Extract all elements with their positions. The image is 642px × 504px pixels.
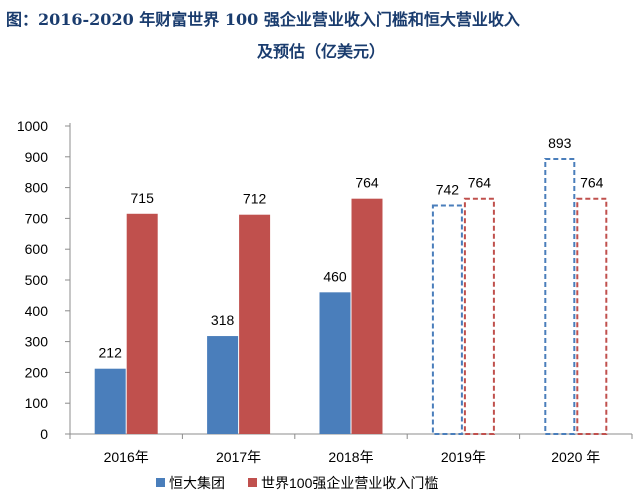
data-label: 764 <box>468 175 492 191</box>
x-tick-label: 2018年 <box>328 449 373 465</box>
bar <box>126 213 158 434</box>
bar <box>576 197 608 435</box>
bar <box>431 204 463 435</box>
bar <box>319 292 351 434</box>
x-tick-label: 2020 年 <box>551 449 600 465</box>
legend-label: 恒大集团 <box>169 475 225 491</box>
y-tick-label: 200 <box>25 364 49 380</box>
data-label: 212 <box>99 345 123 361</box>
y-tick-label: 0 <box>40 426 48 442</box>
y-tick-label: 900 <box>25 149 49 165</box>
data-label: 893 <box>548 135 572 151</box>
legend-label: 世界100强企业营业收入门槛 <box>261 475 438 491</box>
chart-title: 图：2016-2020 年财富世界 100 强企业营业收入门槛和恒大营业收入 及… <box>0 0 642 70</box>
legend-swatch <box>248 478 257 487</box>
y-tick-label: 500 <box>25 272 49 288</box>
x-tick-label: 2017年 <box>216 449 261 465</box>
y-tick-label: 700 <box>25 210 49 226</box>
bar <box>351 198 383 434</box>
legend-swatch <box>156 478 165 487</box>
bar <box>463 197 495 435</box>
y-tick-label: 1000 <box>17 118 48 134</box>
y-tick-label: 300 <box>25 334 49 350</box>
bar <box>207 336 239 434</box>
y-tick-label: 100 <box>25 395 49 411</box>
data-label: 318 <box>211 312 235 328</box>
data-label: 715 <box>131 190 155 206</box>
x-tick-label: 2016年 <box>104 449 149 465</box>
data-label: 764 <box>355 175 379 191</box>
x-tick-label: 2019年 <box>441 449 486 465</box>
chart-title-line-1: 图：2016-2020 年财富世界 100 强企业营业收入门槛和恒大营业收入 <box>6 10 520 29</box>
y-tick-label: 600 <box>25 241 49 257</box>
y-tick-label: 400 <box>25 303 49 319</box>
data-label: 742 <box>436 181 460 197</box>
chart-title-line-2: 及预估（亿美元） <box>256 42 385 61</box>
data-label: 460 <box>323 268 347 284</box>
bar <box>239 214 271 434</box>
bar <box>94 368 126 434</box>
data-label: 712 <box>243 191 267 207</box>
data-label: 764 <box>580 175 604 191</box>
bar <box>544 157 576 435</box>
y-tick-label: 800 <box>25 180 49 196</box>
